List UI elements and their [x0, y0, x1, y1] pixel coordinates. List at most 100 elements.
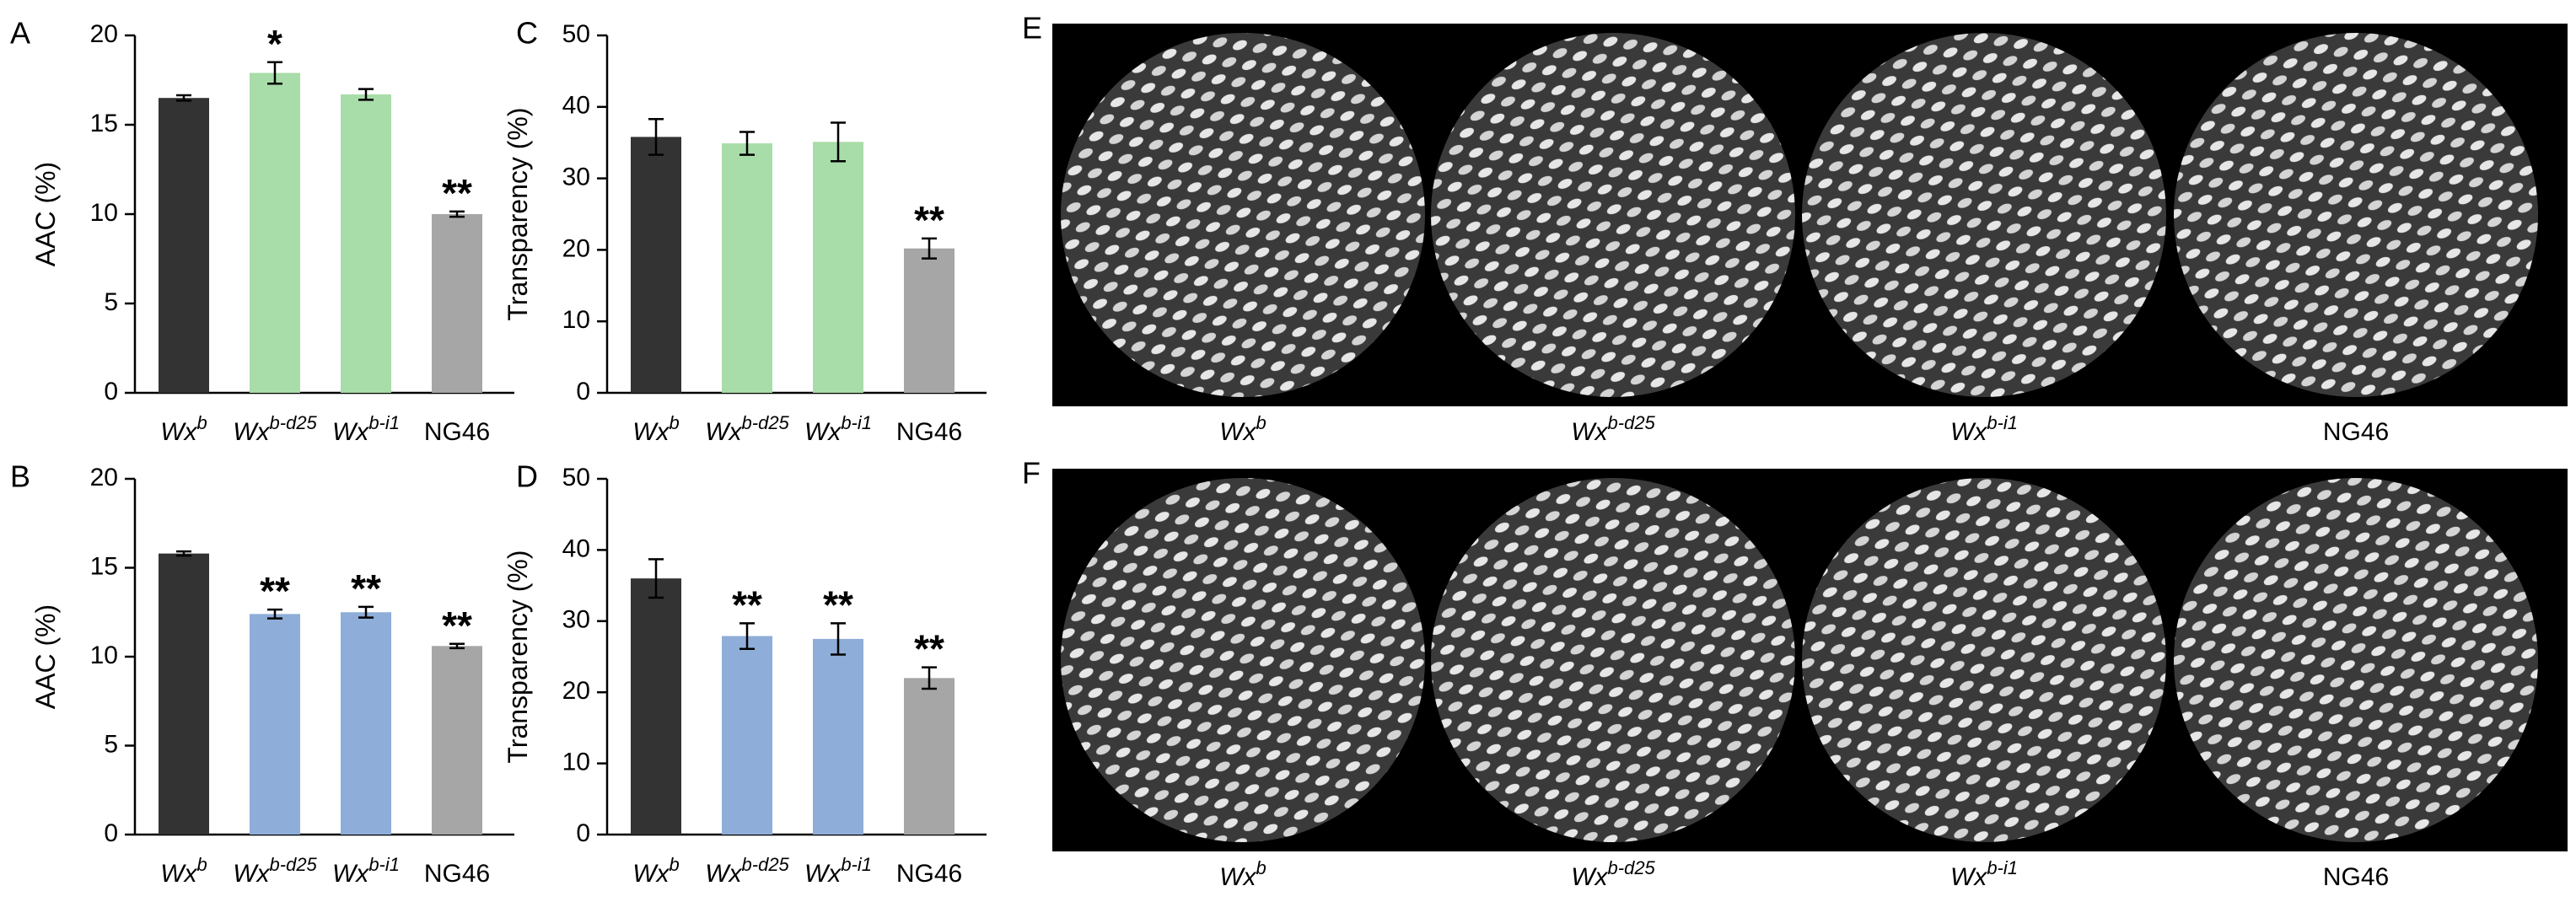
significance-mark: ** — [914, 627, 944, 671]
genotype-superscript: b-i1 — [1987, 412, 2018, 433]
bar — [432, 214, 482, 393]
y-tick-label: 40 — [562, 92, 590, 120]
genotype-superscript: b — [197, 854, 207, 875]
y-tick-label: 20 — [90, 20, 118, 48]
genotype-superscript: b-i1 — [1987, 857, 2018, 878]
significance-mark: ** — [260, 569, 290, 613]
genotype-base: Wx — [160, 418, 197, 446]
genotype-superscript: b-d25 — [1608, 412, 1656, 433]
genotype-superscript: b-i1 — [841, 854, 872, 875]
bar — [631, 578, 681, 835]
genotype-base: Wx — [1219, 863, 1256, 891]
significance-mark: ** — [823, 583, 853, 626]
y-tick-label: 0 — [576, 378, 590, 405]
y-tick-label: 30 — [562, 164, 590, 191]
bar — [904, 248, 955, 393]
genotype-base: NG46 — [424, 418, 490, 446]
bar — [722, 636, 772, 835]
bar — [722, 143, 772, 393]
y-tick-label: 40 — [562, 534, 590, 562]
y-tick-label: 20 — [90, 464, 118, 491]
genotype-base: NG46 — [2323, 418, 2389, 446]
y-tick-label: 50 — [562, 464, 590, 491]
category-label: Wxb-i1 — [332, 412, 400, 446]
photo-label: Wxb-d25 — [1571, 857, 1655, 891]
y-axis-label: Transparency (%) — [503, 550, 533, 763]
genotype-superscript: b-i1 — [368, 412, 400, 433]
significance-mark: ** — [351, 566, 381, 610]
genotype-base: Wx — [233, 860, 270, 888]
genotype-base: Wx — [233, 418, 270, 446]
category-label: NG46 — [896, 860, 962, 888]
photo-label: Wxb-d25 — [1571, 412, 1655, 446]
photo-label: Wxb-i1 — [1950, 412, 2018, 446]
bar — [250, 614, 300, 835]
genotype-base: Wx — [705, 860, 742, 888]
genotype-superscript: b — [670, 412, 680, 433]
category-label: Wxb — [632, 854, 680, 888]
genotype-base: NG46 — [424, 860, 490, 888]
category-label: Wxb-d25 — [705, 412, 789, 446]
genotype-base: Wx — [1571, 418, 1608, 446]
photo-label: Wxb — [1219, 857, 1266, 891]
genotype-superscript: b — [670, 854, 680, 875]
panel-letter: D — [516, 459, 538, 494]
category-label: NG46 — [424, 418, 490, 446]
y-axis-label: AAC (%) — [30, 162, 61, 266]
panel-letter: C — [516, 16, 538, 51]
significance-mark: ** — [732, 583, 762, 626]
y-tick-label: 15 — [90, 552, 118, 580]
y-tick-label: 10 — [90, 642, 118, 669]
photo-label: NG46 — [2323, 863, 2389, 891]
rice-grain-dish — [2174, 478, 2538, 842]
category-label: NG46 — [424, 860, 490, 888]
rice-grain-dish — [1061, 33, 1425, 397]
bar — [432, 646, 482, 835]
genotype-base: Wx — [1219, 418, 1256, 446]
category-label: Wxb — [632, 412, 680, 446]
genotype-base: Wx — [804, 860, 842, 888]
rice-grain-dish — [1431, 478, 1795, 842]
bar — [813, 638, 863, 835]
genotype-superscript: b-d25 — [742, 412, 790, 433]
genotype-base: NG46 — [2323, 863, 2389, 891]
category-label: Wxb-i1 — [332, 854, 400, 888]
genotype-superscript: b — [197, 412, 207, 433]
significance-mark: ** — [442, 171, 472, 215]
genotype-base: Wx — [332, 418, 369, 446]
rice-grain-dish — [2174, 33, 2538, 397]
genotype-base: Wx — [1571, 863, 1608, 891]
category-label: NG46 — [896, 418, 962, 446]
panel-letter: F — [1022, 456, 1041, 491]
genotype-base: Wx — [332, 860, 369, 888]
panel-letter: B — [10, 459, 30, 494]
photo-label: Wxb-i1 — [1950, 857, 2018, 891]
y-tick-label: 0 — [104, 819, 118, 847]
genotype-superscript: b-i1 — [368, 854, 400, 875]
genotype-base: Wx — [632, 418, 670, 446]
genotype-superscript: b — [1256, 412, 1266, 433]
significance-mark: * — [267, 22, 282, 66]
rice-grain-dish — [1802, 33, 2166, 397]
y-tick-label: 10 — [562, 749, 590, 776]
y-tick-label: 5 — [104, 288, 118, 316]
rice-grain-dish — [1061, 478, 1425, 842]
bar — [813, 142, 863, 394]
genotype-superscript: b-d25 — [270, 854, 318, 875]
category-label: Wxb — [160, 854, 207, 888]
panel-letter: A — [10, 16, 30, 51]
bar — [159, 98, 209, 393]
y-axis-label: AAC (%) — [30, 604, 61, 709]
y-tick-label: 20 — [562, 677, 590, 705]
y-axis-label: Transparency (%) — [503, 107, 533, 320]
genotype-superscript: b-i1 — [841, 412, 872, 433]
genotype-base: Wx — [705, 418, 742, 446]
genotype-superscript: b-d25 — [270, 412, 318, 433]
